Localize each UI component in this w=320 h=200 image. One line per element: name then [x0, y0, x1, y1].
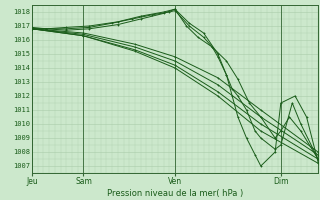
X-axis label: Pression niveau de la mer( hPa ): Pression niveau de la mer( hPa )	[107, 189, 243, 198]
